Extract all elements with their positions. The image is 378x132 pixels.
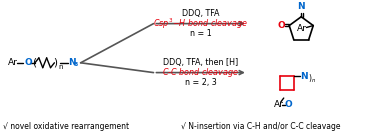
Text: √ N-insertion via C-H and/or C-C cleavage: √ N-insertion via C-H and/or C-C cleavag…: [181, 122, 340, 131]
Text: $\it{Csp}^3\it{-H\ bond\ cleavage}$: $\it{Csp}^3\it{-H\ bond\ cleavage}$: [153, 16, 248, 31]
Text: N: N: [297, 2, 305, 11]
Text: Ar: Ar: [297, 24, 307, 33]
Text: O: O: [277, 21, 285, 30]
Text: n = 2, 3: n = 2, 3: [185, 78, 217, 87]
Text: N: N: [301, 72, 308, 81]
Text: Ar: Ar: [274, 100, 284, 109]
Text: $\it{C\text{-}C\ bond\ cleavage}$: $\it{C\text{-}C\ bond\ cleavage}$: [162, 66, 239, 79]
Text: O: O: [285, 100, 293, 109]
Text: Ar: Ar: [8, 58, 18, 67]
Text: DDQ, TFA, then [H]: DDQ, TFA, then [H]: [163, 58, 238, 67]
Text: (: (: [32, 58, 36, 68]
Text: n: n: [58, 64, 63, 70]
Text: O: O: [24, 58, 32, 67]
Text: √ novel oxidative rearrangement: √ novel oxidative rearrangement: [3, 122, 129, 131]
Text: DDQ, TFA: DDQ, TFA: [182, 9, 219, 18]
Text: 3: 3: [74, 62, 78, 67]
Text: )$_n$: )$_n$: [308, 72, 316, 85]
Text: n = 1: n = 1: [190, 29, 212, 38]
Text: ): ): [53, 58, 57, 68]
Text: N: N: [68, 58, 76, 67]
